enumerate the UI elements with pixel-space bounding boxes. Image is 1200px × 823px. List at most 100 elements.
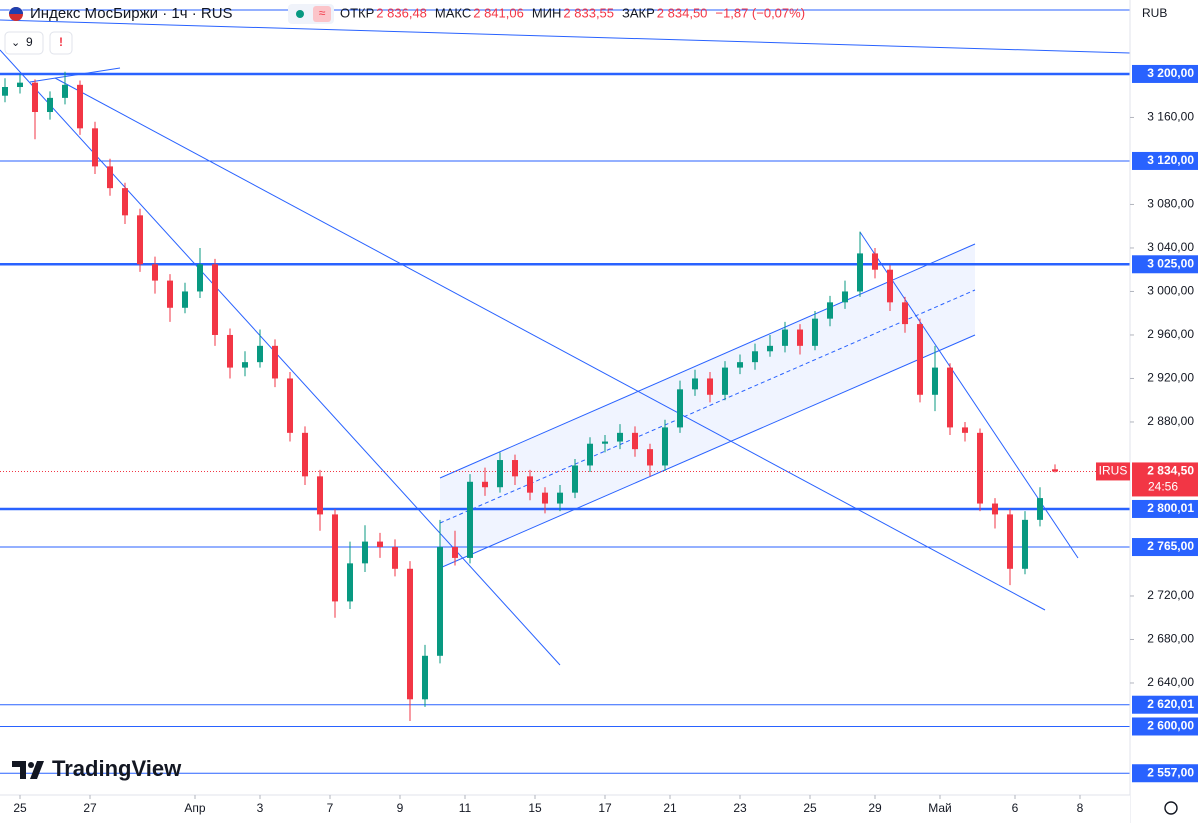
candle-body [17, 82, 23, 88]
candle-body [437, 547, 443, 656]
drawing-line [0, 19, 1131, 54]
x-tick-label: 23 [733, 801, 747, 815]
candle-body [752, 351, 758, 363]
indicators-toggle[interactable] [4, 31, 44, 55]
price-axis [1130, 0, 1200, 823]
candle-body [47, 97, 53, 113]
x-tick-label: Апр [184, 801, 206, 815]
candle-body [737, 362, 743, 368]
candle-body [62, 84, 68, 98]
candle-body [842, 291, 848, 303]
candle-body [362, 541, 368, 564]
header: Индекс МосБиржи · 1ч · RUS ≈ ОТКР 2 836,4… [4, 4, 805, 55]
candle-body [2, 87, 8, 96]
x-tick-label: 15 [528, 801, 542, 815]
channel-upper [439, 243, 976, 479]
alert-button[interactable] [49, 31, 73, 55]
x-tick-label: 11 [459, 801, 472, 815]
level-label-box [1132, 695, 1198, 714]
candle-body [722, 367, 728, 395]
candle-body [272, 345, 278, 379]
symbol-title: Индекс МосБиржи · 1ч · RUS [30, 5, 233, 22]
candle-body [467, 481, 473, 558]
price-box [1132, 462, 1198, 497]
x-tick-label: 7 [327, 801, 334, 815]
x-tick-label: 6 [1012, 801, 1019, 815]
ohlc-value: 2 834,50 [657, 5, 708, 20]
candle-body [482, 481, 488, 488]
candle-body [977, 432, 983, 504]
level-label-box [1132, 717, 1198, 736]
logo-text: TradingView [52, 756, 182, 781]
candle-body [167, 280, 173, 308]
change: −1,87 (−0,07%) [715, 5, 805, 20]
candle-body [32, 82, 38, 113]
channel-middle [439, 289, 976, 524]
x-tick-label: Май [928, 801, 952, 815]
x-tick-label: 21 [663, 801, 677, 815]
ohlc-label: МИН [532, 5, 562, 20]
y-tick-label: 3 160,00 [1147, 110, 1194, 124]
candle-body [302, 432, 308, 477]
status-icon: ≈ [319, 6, 326, 20]
candle-body [527, 476, 533, 493]
y-tick-label: 3 040,00 [1147, 240, 1194, 254]
candle-body [617, 432, 623, 442]
candle-body [992, 503, 998, 515]
countdown: 24:56 [1148, 480, 1178, 494]
x-tick-label: 27 [83, 801, 97, 815]
candle-body [692, 378, 698, 390]
level-label-box [1132, 151, 1198, 170]
x-tick-label: 29 [868, 801, 882, 815]
candle-body [452, 547, 458, 558]
candle-body [497, 460, 503, 488]
candle-body [812, 318, 818, 346]
candle-body [137, 215, 143, 265]
chevron: ⌄ [11, 37, 20, 49]
x-tick-label: 17 [598, 801, 612, 815]
candle-body [1037, 498, 1043, 520]
channel-lower [439, 334, 976, 569]
candle-body [242, 362, 248, 368]
candle-body [587, 443, 593, 466]
candle-body [257, 345, 263, 363]
y-tick-label: 2 720,00 [1147, 588, 1194, 602]
y-tick-label: 2 640,00 [1147, 675, 1194, 689]
candle-body [227, 334, 233, 368]
settings-icon[interactable] [1164, 801, 1178, 815]
logo: TradingView [12, 756, 182, 781]
level-label-box [1132, 64, 1198, 83]
time-axis [0, 795, 1130, 823]
indicators-count: 9 [26, 35, 33, 49]
x-tick-label: 25 [803, 801, 817, 815]
level-label-box [1132, 499, 1198, 518]
y-tick-label: 3 000,00 [1147, 284, 1194, 298]
candle-body [962, 427, 968, 433]
candle-body [602, 441, 608, 444]
candle-body [557, 492, 563, 504]
candle-body [632, 432, 638, 450]
y-tick-label: 2 960,00 [1147, 327, 1194, 341]
ohlc-label: ОТКР [340, 5, 374, 20]
candle-body [182, 291, 188, 308]
candle-body [917, 324, 923, 395]
y-tick-label: 2 920,00 [1147, 371, 1194, 385]
candle-body [1052, 469, 1058, 472]
level-label: 2 557,00 [1147, 765, 1194, 779]
ohlc-label: ЗАКР [622, 5, 655, 20]
level-label-box [1132, 764, 1198, 783]
y-tick-label: 2 880,00 [1147, 414, 1194, 428]
candle-body [782, 329, 788, 346]
candle-body [677, 389, 683, 428]
level-label: 2 600,00 [1147, 719, 1194, 733]
currency: RUB [1142, 6, 1167, 20]
candle-body [902, 302, 908, 325]
candle-body [512, 460, 518, 477]
candle-body [767, 345, 773, 352]
symbol-label: IRUS [1099, 464, 1128, 478]
candle-body [107, 166, 113, 189]
candle-body [377, 541, 383, 548]
ohlc-value: 2 836,48 [376, 5, 427, 20]
x-tick-label: 8 [1077, 801, 1084, 815]
candle-body [407, 568, 413, 700]
